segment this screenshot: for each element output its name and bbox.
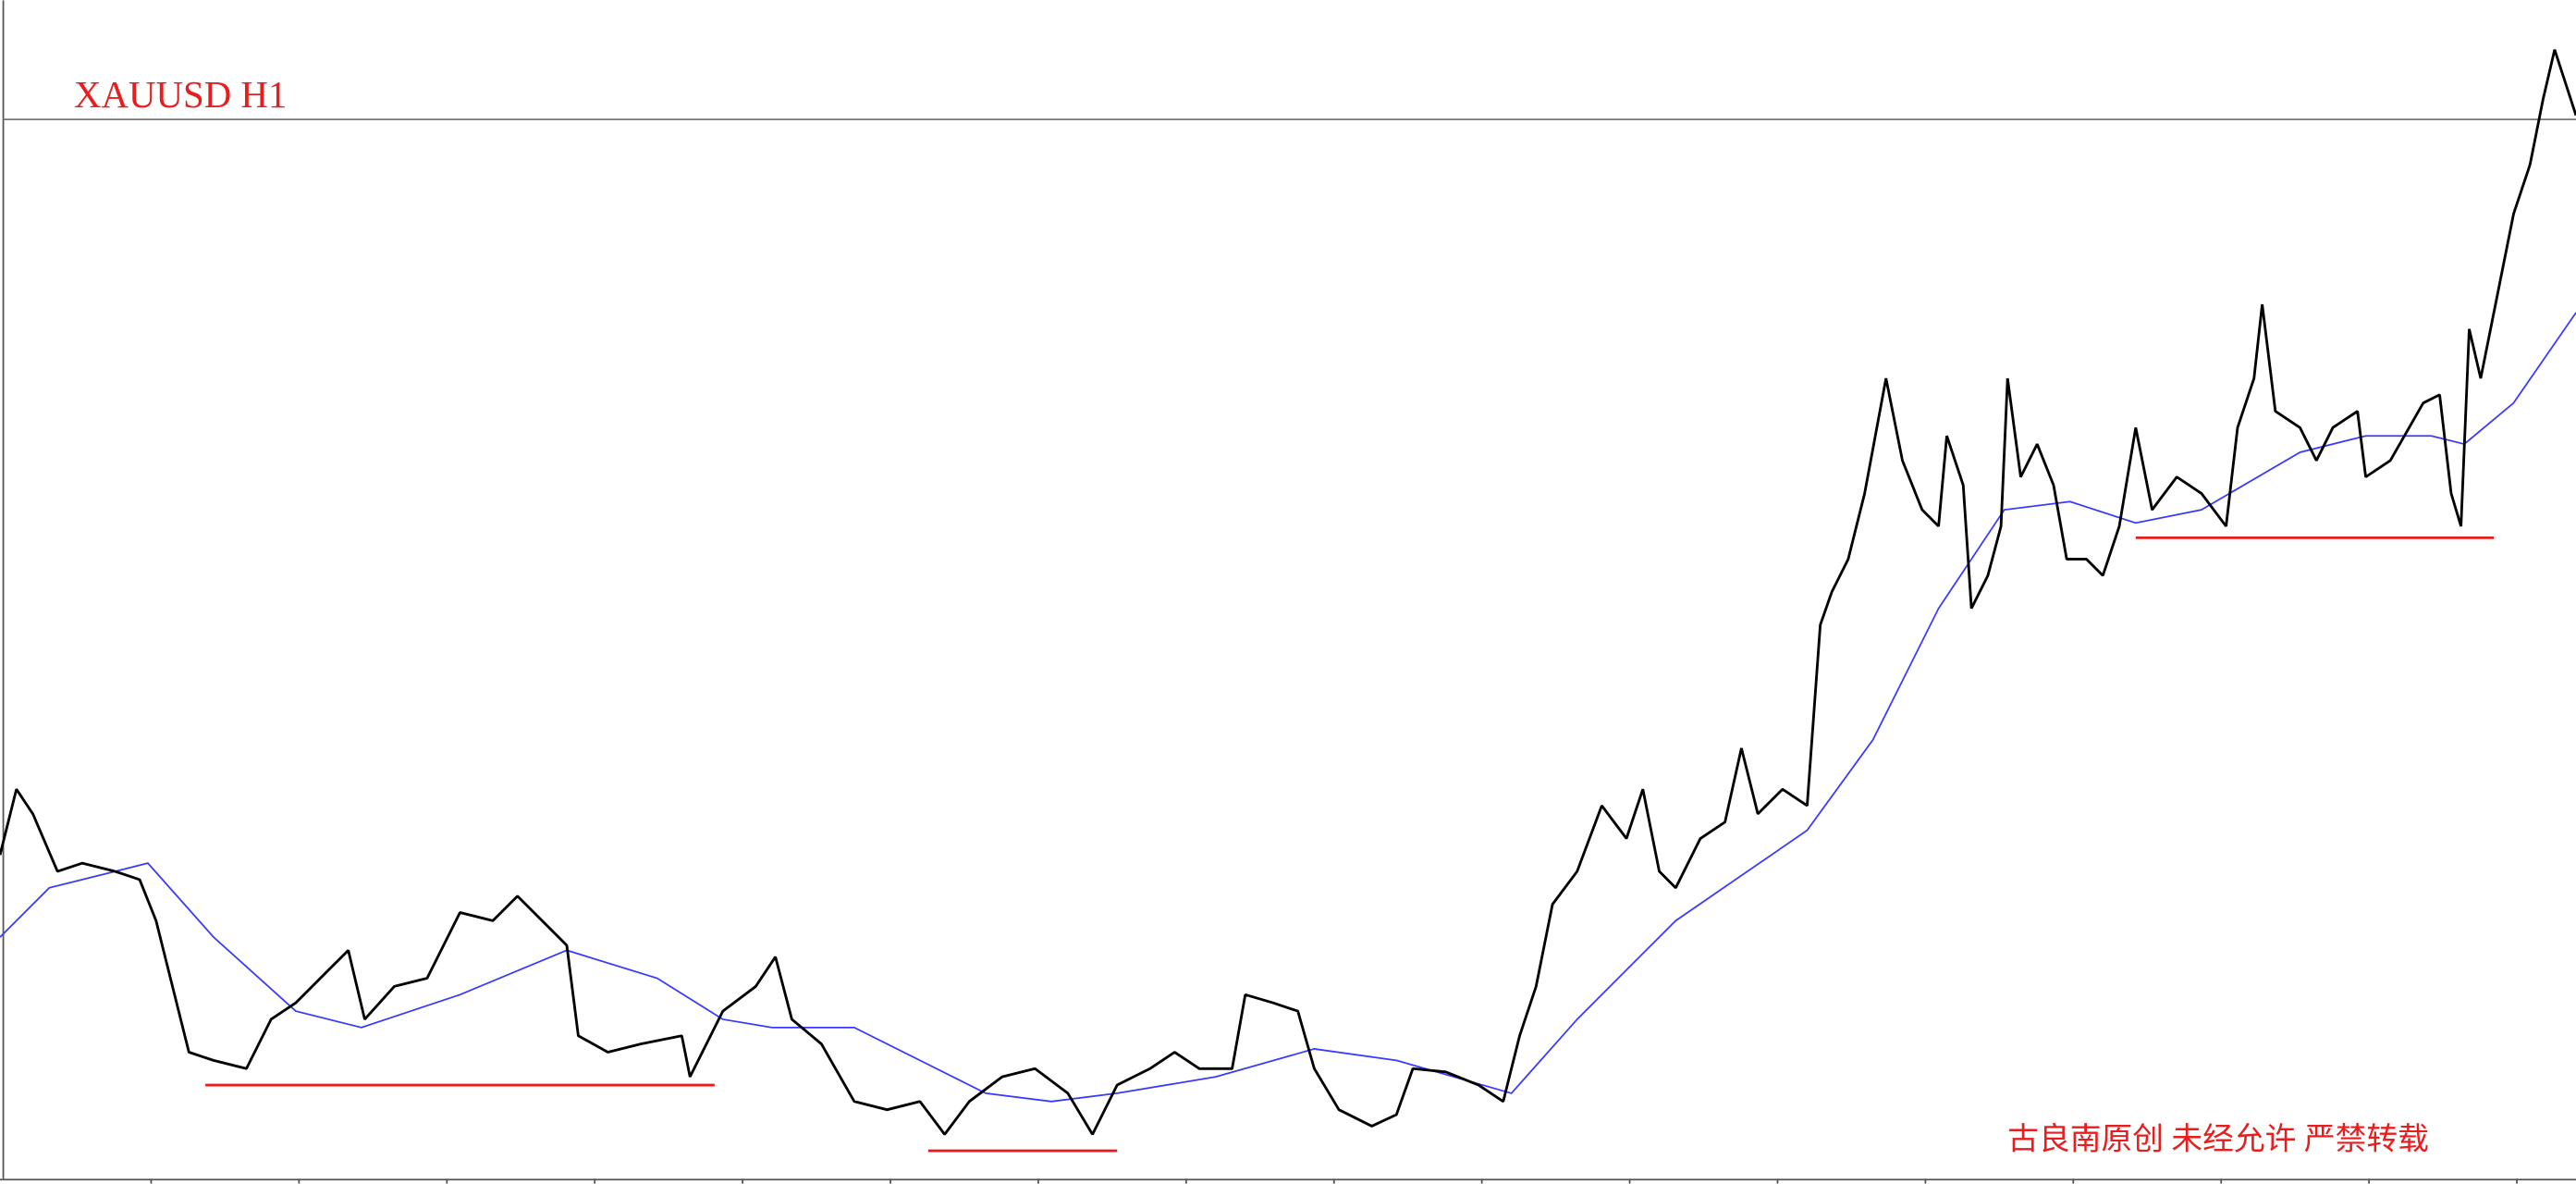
support-lines <box>205 536 2495 1153</box>
price-series <box>0 49 2576 1136</box>
symbol-title: XAUUSD H1 <box>74 74 287 116</box>
watermark: 古良南原创 未经允许 严禁转载 <box>2007 1121 2429 1156</box>
moving-average <box>0 312 2576 1103</box>
time-axis-ticks <box>150 1178 2518 1184</box>
